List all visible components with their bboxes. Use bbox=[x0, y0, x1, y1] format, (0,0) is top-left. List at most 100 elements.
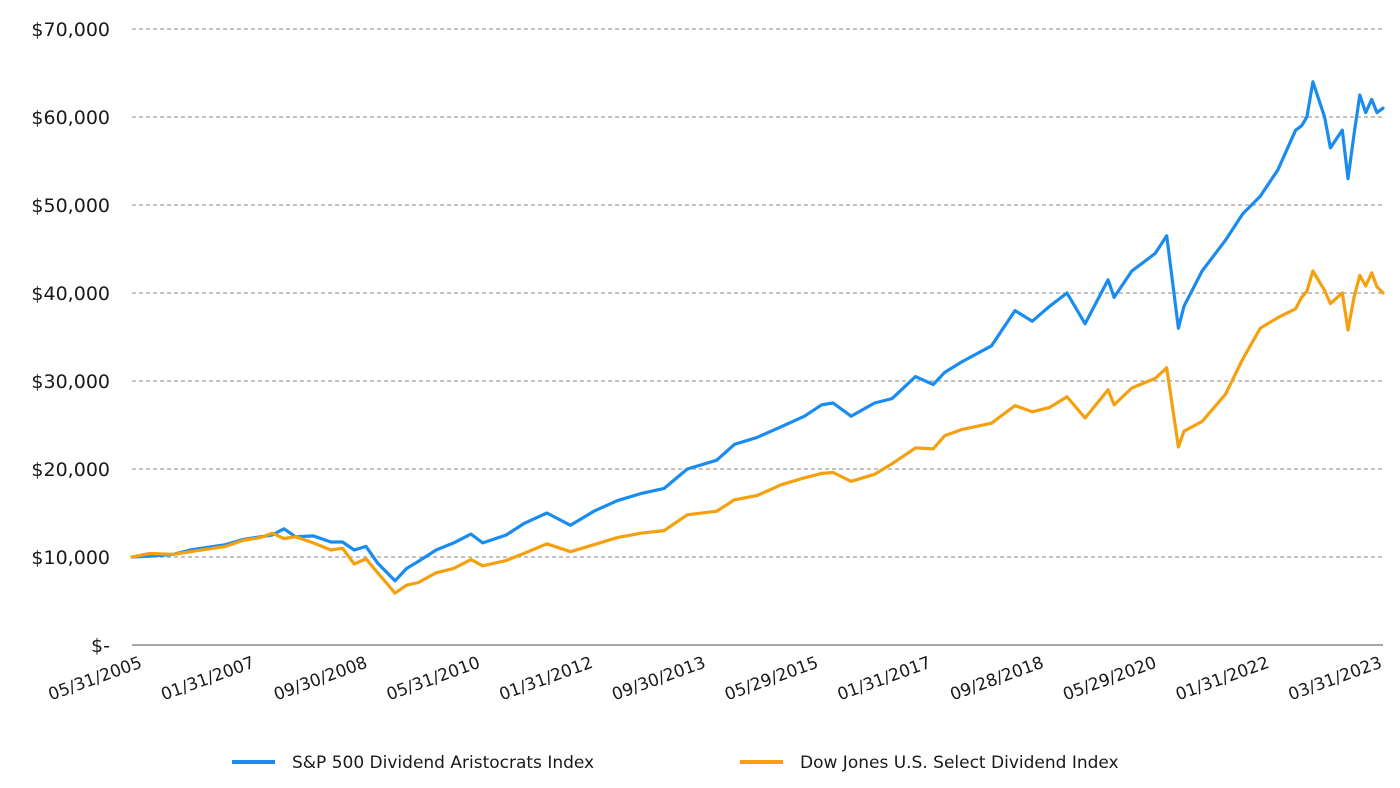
data-point bbox=[960, 360, 964, 363]
series-s-p-500-dividend-aristocrats-index bbox=[130, 80, 1385, 583]
x-tick-label: 01/31/2017 bbox=[835, 653, 934, 705]
data-point bbox=[1165, 234, 1169, 238]
data-point bbox=[259, 536, 262, 539]
data-point bbox=[1200, 269, 1204, 273]
data-point bbox=[890, 462, 894, 466]
data-point bbox=[1346, 328, 1350, 332]
grid-layer bbox=[132, 28, 1383, 646]
data-point bbox=[1364, 284, 1368, 288]
data-point bbox=[1305, 289, 1309, 293]
data-point bbox=[341, 546, 344, 550]
data-point bbox=[1165, 366, 1169, 370]
data-point bbox=[715, 509, 719, 513]
data-point bbox=[206, 547, 210, 551]
data-point bbox=[1358, 93, 1362, 97]
data-point bbox=[405, 583, 409, 587]
data-point bbox=[1065, 395, 1069, 399]
data-point bbox=[1294, 128, 1297, 132]
data-point bbox=[685, 513, 689, 517]
data-point bbox=[1106, 278, 1110, 282]
y-tick-label: $50,000 bbox=[31, 195, 110, 217]
data-point bbox=[831, 401, 835, 405]
legend-label-sp500-aristocrats: S&P 500 Dividend Aristocrats Index bbox=[292, 753, 594, 773]
data-point bbox=[1083, 322, 1087, 326]
data-point bbox=[1381, 291, 1385, 295]
data-point bbox=[1294, 307, 1297, 311]
data-point bbox=[224, 545, 227, 548]
y-tick-label: $30,000 bbox=[31, 371, 110, 393]
data-point bbox=[504, 533, 508, 537]
data-point bbox=[1241, 212, 1245, 216]
data-point bbox=[393, 591, 397, 595]
legend: S&P 500 Dividend Aristocrats Index Dow J… bbox=[232, 753, 1119, 773]
data-point bbox=[452, 541, 456, 545]
y-tick-label: $20,000 bbox=[31, 459, 110, 481]
data-point bbox=[1106, 388, 1110, 392]
data-point bbox=[849, 414, 853, 418]
x-tick-label: 09/28/2018 bbox=[948, 653, 1047, 705]
data-point bbox=[1030, 319, 1034, 323]
data-point bbox=[639, 531, 643, 535]
data-point bbox=[662, 529, 666, 532]
data-point bbox=[1224, 392, 1227, 396]
data-point bbox=[1370, 271, 1374, 275]
y-tick-label: $40,000 bbox=[31, 283, 110, 305]
data-point bbox=[1130, 269, 1134, 273]
data-point bbox=[522, 552, 526, 555]
data-point bbox=[1153, 377, 1157, 380]
data-point bbox=[1311, 80, 1315, 84]
data-point bbox=[481, 541, 485, 545]
data-point bbox=[662, 487, 666, 490]
data-point bbox=[1182, 429, 1186, 433]
data-point bbox=[756, 435, 759, 439]
data-point bbox=[405, 567, 409, 570]
data-point bbox=[615, 536, 619, 539]
data-point bbox=[1381, 106, 1385, 110]
data-point bbox=[715, 458, 719, 462]
legend-label-dow-jones-select-dividend: Dow Jones U.S. Select Dividend Index bbox=[800, 753, 1119, 773]
x-tick-label: 05/29/2020 bbox=[1060, 653, 1159, 705]
data-point bbox=[803, 414, 806, 418]
data-point bbox=[1352, 296, 1356, 299]
data-point bbox=[1364, 111, 1368, 114]
data-point bbox=[1375, 285, 1379, 289]
data-point bbox=[1200, 420, 1204, 423]
data-point bbox=[873, 472, 876, 476]
data-point bbox=[1130, 386, 1134, 390]
data-point bbox=[148, 552, 152, 555]
data-point bbox=[1083, 416, 1087, 420]
data-point bbox=[282, 527, 286, 531]
data-point bbox=[393, 579, 397, 583]
x-tick-label: 09/30/2008 bbox=[271, 653, 370, 705]
data-point bbox=[569, 523, 572, 527]
data-point bbox=[481, 564, 485, 568]
x-tick-label: 03/31/2023 bbox=[1286, 653, 1385, 705]
data-point bbox=[352, 548, 356, 552]
data-point bbox=[189, 550, 192, 554]
data-point bbox=[914, 446, 917, 450]
data-point bbox=[1224, 238, 1227, 242]
data-point bbox=[1370, 98, 1374, 101]
data-point bbox=[1112, 403, 1116, 407]
data-point bbox=[569, 550, 572, 554]
data-point bbox=[803, 476, 806, 480]
data-point bbox=[914, 375, 917, 378]
data-point bbox=[545, 542, 549, 546]
data-point bbox=[352, 562, 356, 566]
data-point bbox=[1177, 445, 1180, 449]
data-point bbox=[1300, 124, 1303, 128]
data-point bbox=[522, 522, 526, 525]
data-point bbox=[376, 561, 380, 565]
x-axis-ticks: 05/31/2005 01/31/2007 09/30/2008 05/31/2010… bbox=[46, 653, 1385, 705]
data-point bbox=[282, 537, 286, 540]
series-line-dow-jones-u-s-select-dividend-index bbox=[130, 269, 1385, 595]
data-point bbox=[1048, 406, 1052, 409]
data-point bbox=[1182, 304, 1186, 308]
data-point bbox=[931, 383, 935, 386]
data-point bbox=[545, 511, 549, 515]
y-tick-label: $70,000 bbox=[31, 19, 110, 41]
data-point bbox=[1112, 296, 1116, 299]
data-point bbox=[469, 558, 473, 561]
series-layer bbox=[130, 80, 1385, 595]
